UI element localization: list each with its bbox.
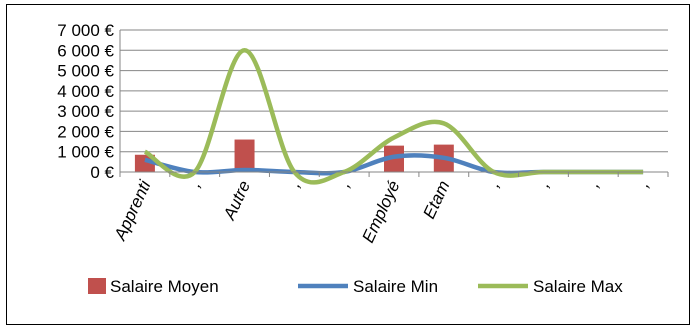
- bar-salaire-moyen: [234, 139, 255, 172]
- y-tick-label: 7 000 €: [57, 21, 114, 40]
- legend: Salaire Moyen Salaire Min Salaire Max: [88, 277, 623, 296]
- y-axis-ticks: 0 €1 000 € 2 000 €3 000 €4 000 €5 000 € 6 …: [57, 21, 114, 182]
- axes: [119, 30, 669, 177]
- y-tick-label: 6 000 €: [57, 41, 114, 60]
- y-tick-label: 1 000 €: [57, 143, 114, 162]
- x-tick-label: Autre: [219, 178, 254, 224]
- x-axis-ticks: Apprenti, Autre,, Employé Etam,,,,: [110, 177, 653, 246]
- y-tick-label: 5 000 €: [57, 62, 114, 81]
- x-tick-label: Employé: [358, 178, 403, 246]
- x-tick-label: ,: [185, 178, 204, 190]
- legend-label-salaire-moyen: Salaire Moyen: [110, 277, 219, 296]
- y-tick-label: 0 €: [90, 163, 114, 182]
- y-tick-label: 3 000 €: [57, 102, 114, 121]
- x-tick-label: ,: [584, 178, 603, 190]
- x-tick-label: ,: [484, 178, 503, 190]
- y-tick-label: 2 000 €: [57, 122, 114, 141]
- x-tick-label: Apprenti: [110, 177, 155, 244]
- x-tick-label: Etam: [419, 178, 453, 222]
- legend-label-salaire-min: Salaire Min: [353, 277, 438, 296]
- legend-label-salaire-max: Salaire Max: [533, 277, 623, 296]
- x-tick-label: ,: [534, 178, 553, 190]
- legend-swatch-salaire-moyen: [88, 278, 106, 294]
- x-tick-label: ,: [335, 178, 354, 190]
- x-tick-label: ,: [633, 178, 652, 190]
- y-tick-label: 4 000 €: [57, 82, 114, 101]
